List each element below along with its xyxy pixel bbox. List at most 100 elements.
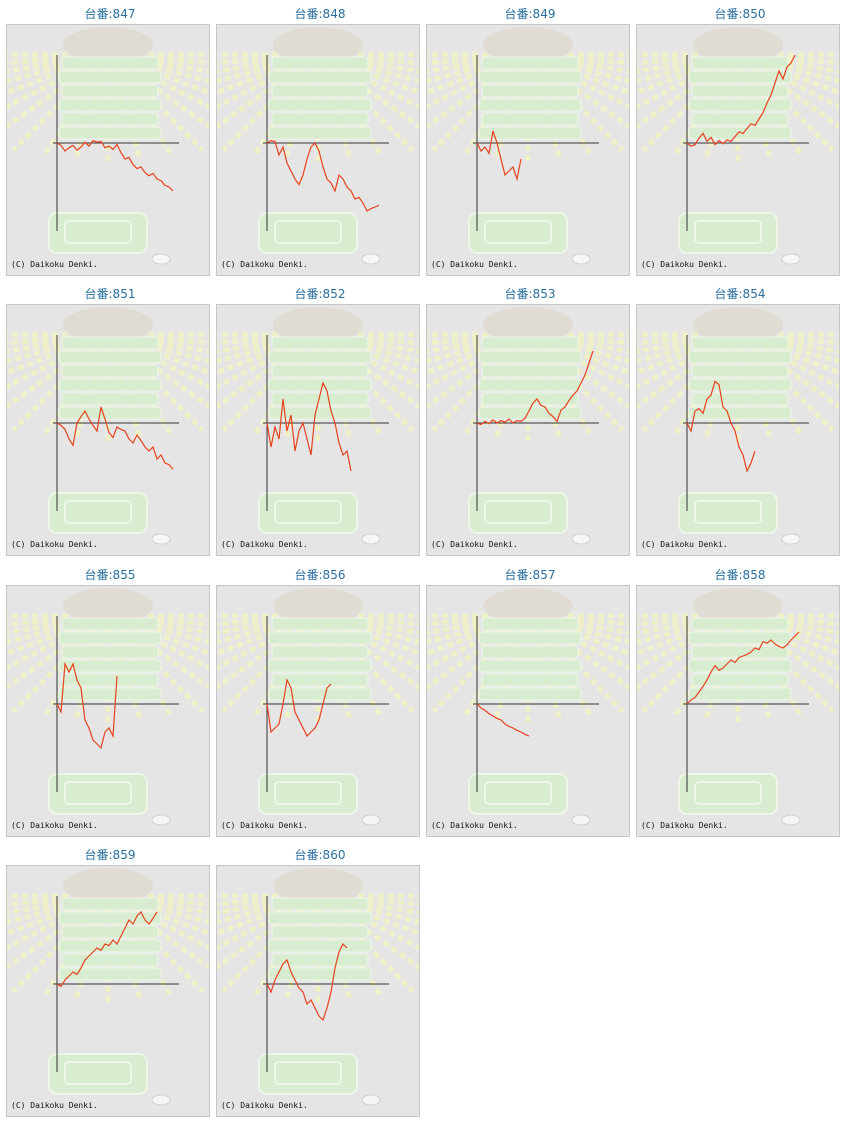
coin-tray-icon [469, 213, 590, 264]
hall-graph-card[interactable]: 台番:852 (C) Daikoku Denki. [215, 284, 425, 564]
hall-graph-card[interactable]: 台番:848 (C) Daikoku Denki. [215, 4, 425, 284]
slump-graph-image[interactable]: (C) Daikoku Denki. [426, 24, 630, 276]
slump-graph-image[interactable]: (C) Daikoku Denki. [636, 585, 840, 837]
slump-graph-image[interactable]: (C) Daikoku Denki. [216, 865, 420, 1117]
slump-graph-image[interactable]: (C) Daikoku Denki. [216, 585, 420, 837]
pachinko-machine-watermark-icon [269, 307, 371, 419]
coin-tray-icon [469, 493, 590, 544]
copyright-text: (C) Daikoku Denki. [11, 260, 98, 269]
slump-graph-image[interactable]: (C) Daikoku Denki. [216, 24, 420, 276]
hall-graph-card[interactable]: 台番:859 (C) Daikoku Denki. [5, 845, 215, 1125]
coin-tray-icon [49, 1054, 170, 1105]
slump-graph-image[interactable]: (C) Daikoku Denki. [6, 865, 210, 1117]
slump-graph-svg [637, 305, 839, 555]
copyright-text: (C) Daikoku Denki. [221, 1101, 308, 1110]
hall-graph-card[interactable]: 台番:849 (C) Daikoku Denki. [425, 4, 635, 284]
payout-line [57, 141, 173, 191]
machine-number-link[interactable]: 台番:851 [5, 284, 215, 304]
slump-graph-svg [427, 586, 629, 836]
pachinko-machine-watermark-icon [269, 27, 371, 139]
coin-tray-icon [259, 774, 380, 825]
hall-graph-card[interactable]: 台番:851 (C) Daikoku Denki. [5, 284, 215, 564]
hall-graph-card[interactable]: 台番:847 (C) Daikoku Denki. [5, 4, 215, 284]
machine-number-link[interactable]: 台番:859 [5, 845, 215, 865]
machine-number-link[interactable]: 台番:858 [635, 565, 845, 585]
slump-graph-svg [217, 866, 419, 1116]
copyright-text: (C) Daikoku Denki. [221, 540, 308, 549]
copyright-text: (C) Daikoku Denki. [431, 260, 518, 269]
coin-tray-icon [679, 774, 800, 825]
pachinko-machine-watermark-icon [479, 27, 581, 139]
slump-graph-image[interactable]: (C) Daikoku Denki. [426, 304, 630, 556]
slump-graph-svg [217, 586, 419, 836]
machine-number-link[interactable]: 台番:850 [635, 4, 845, 24]
hall-graph-card[interactable]: 台番:850 (C) Daikoku Denki. [635, 4, 845, 284]
slump-graph-svg [217, 305, 419, 555]
machine-number-link[interactable]: 台番:855 [5, 565, 215, 585]
slump-graph-svg [637, 25, 839, 275]
payout-line [477, 704, 529, 736]
hall-graph-card[interactable]: 台番:856 (C) Daikoku Denki. [215, 565, 425, 845]
hall-graph-card[interactable]: 台番:855 (C) Daikoku Denki. [5, 565, 215, 845]
machine-number-link[interactable]: 台番:860 [215, 845, 425, 865]
slump-graph-image[interactable]: (C) Daikoku Denki. [426, 585, 630, 837]
hall-graph-card[interactable]: 台番:853 (C) Daikoku Denki. [425, 284, 635, 564]
coin-tray-icon [679, 213, 800, 264]
machine-number-link[interactable]: 台番:849 [425, 4, 635, 24]
copyright-text: (C) Daikoku Denki. [11, 540, 98, 549]
coin-tray-icon [259, 1054, 380, 1105]
pachinko-machine-watermark-icon [59, 27, 161, 139]
hall-graph-card[interactable]: 台番:854 (C) Daikoku Denki. [635, 284, 845, 564]
machine-number-link[interactable]: 台番:856 [215, 565, 425, 585]
pachinko-machine-watermark-icon [59, 307, 161, 419]
machine-number-link[interactable]: 台番:854 [635, 284, 845, 304]
slump-graph-svg [7, 586, 209, 836]
slump-graph-svg [7, 25, 209, 275]
slump-graph-image[interactable]: (C) Daikoku Denki. [636, 24, 840, 276]
pachinko-machine-watermark-icon [479, 588, 581, 700]
slump-graph-image[interactable]: (C) Daikoku Denki. [6, 24, 210, 276]
machine-number-link[interactable]: 台番:848 [215, 4, 425, 24]
payout-line [267, 141, 379, 211]
pachinko-machine-watermark-icon [269, 588, 371, 700]
pachinko-machine-watermark-icon [689, 27, 791, 139]
machine-number-link[interactable]: 台番:847 [5, 4, 215, 24]
machine-number-link[interactable]: 台番:852 [215, 284, 425, 304]
machine-number-link[interactable]: 台番:853 [425, 284, 635, 304]
hall-graph-card[interactable]: 台番:857 (C) Daikoku Denki. [425, 565, 635, 845]
slump-graph-svg [7, 866, 209, 1116]
coin-tray-icon [259, 493, 380, 544]
copyright-text: (C) Daikoku Denki. [431, 540, 518, 549]
slump-graph-image[interactable]: (C) Daikoku Denki. [216, 304, 420, 556]
slump-graph-image[interactable]: (C) Daikoku Denki. [6, 585, 210, 837]
pachinko-machine-watermark-icon [59, 588, 161, 700]
slump-graph-svg [427, 25, 629, 275]
copyright-text: (C) Daikoku Denki. [11, 1101, 98, 1110]
copyright-text: (C) Daikoku Denki. [11, 821, 98, 830]
slump-graph-svg [7, 305, 209, 555]
copyright-text: (C) Daikoku Denki. [641, 260, 728, 269]
coin-tray-icon [49, 213, 170, 264]
copyright-text: (C) Daikoku Denki. [431, 821, 518, 830]
coin-tray-icon [469, 774, 590, 825]
slump-graph-svg [637, 586, 839, 836]
slump-graph-svg [217, 25, 419, 275]
coin-tray-icon [49, 774, 170, 825]
pachinko-machine-watermark-icon [689, 307, 791, 419]
copyright-text: (C) Daikoku Denki. [641, 821, 728, 830]
pachinko-machine-watermark-icon [479, 307, 581, 419]
copyright-text: (C) Daikoku Denki. [221, 260, 308, 269]
copyright-text: (C) Daikoku Denki. [221, 821, 308, 830]
hall-graph-card[interactable]: 台番:860 (C) Daikoku Denki. [215, 845, 425, 1125]
coin-tray-icon [259, 213, 380, 264]
slump-graph-image[interactable]: (C) Daikoku Denki. [636, 304, 840, 556]
slump-graph-svg [427, 305, 629, 555]
slump-graph-image[interactable]: (C) Daikoku Denki. [6, 304, 210, 556]
hall-graph-card[interactable]: 台番:858 (C) Daikoku Denki. [635, 565, 845, 845]
machine-number-link[interactable]: 台番:857 [425, 565, 635, 585]
coin-tray-icon [679, 493, 800, 544]
copyright-text: (C) Daikoku Denki. [641, 540, 728, 549]
pachinko-machine-watermark-icon [59, 868, 161, 980]
coin-tray-icon [49, 493, 170, 544]
